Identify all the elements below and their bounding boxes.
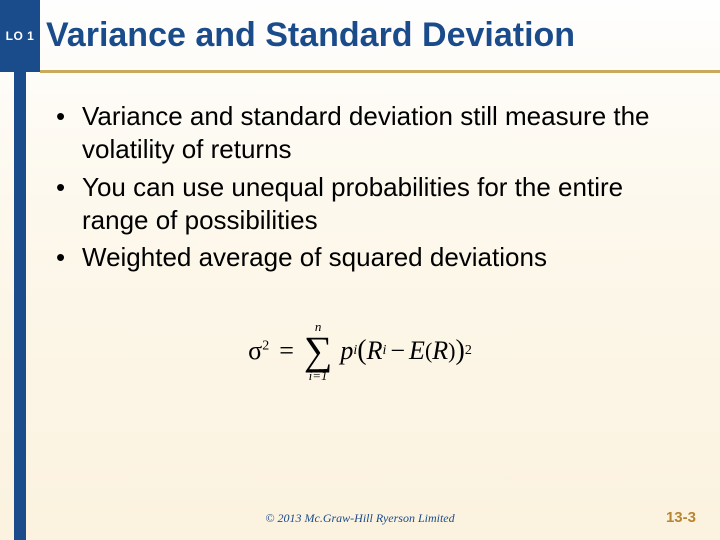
slide-content: Variance and standard deviation still me… (48, 100, 688, 278)
formula-expression: σ2 = n ∑ i=1 pi ( Ri − E(R) )2 (248, 320, 472, 382)
inner-close-paren: ) (448, 338, 455, 364)
equals-sign: = (279, 336, 294, 366)
term-R: R (367, 336, 383, 366)
bullet-item: Weighted average of squared deviations (48, 241, 688, 274)
variance-formula: σ2 = n ∑ i=1 pi ( Ri − E(R) )2 (0, 320, 720, 382)
lo-badge: LO 1 (0, 0, 40, 72)
slide-header: LO 1 Variance and Standard Deviation (0, 0, 720, 72)
slide-title: Variance and Standard Deviation (46, 17, 575, 54)
bullet-item: You can use unequal probabilities for th… (48, 171, 688, 238)
bullet-item: Variance and standard deviation still me… (48, 100, 688, 167)
term-p: p (340, 336, 353, 366)
summation-block: n ∑ i=1 (304, 320, 333, 382)
term-E: E (409, 336, 425, 366)
formula-terms: pi ( Ri − E(R) )2 (340, 335, 471, 367)
sum-lower-limit: i=1 (309, 369, 328, 382)
sigma-summation-icon: ∑ (304, 333, 333, 369)
copyright-text: © 2013 Mc.Graw-Hill Ryerson Limited (0, 511, 720, 526)
close-paren: ) (455, 335, 464, 367)
open-paren: ( (357, 335, 366, 367)
term-E-arg: R (432, 336, 448, 366)
outer-exp: 2 (465, 343, 472, 359)
page-number: 13-3 (666, 509, 696, 526)
formula-lhs-exp: 2 (262, 338, 269, 353)
title-underline (40, 70, 720, 73)
bullet-list: Variance and standard deviation still me… (48, 100, 688, 274)
left-accent-stripe (14, 0, 26, 540)
minus-sign: − (390, 336, 405, 366)
term-R-sub: i (382, 343, 386, 359)
formula-lhs-sigma: σ (248, 336, 262, 365)
